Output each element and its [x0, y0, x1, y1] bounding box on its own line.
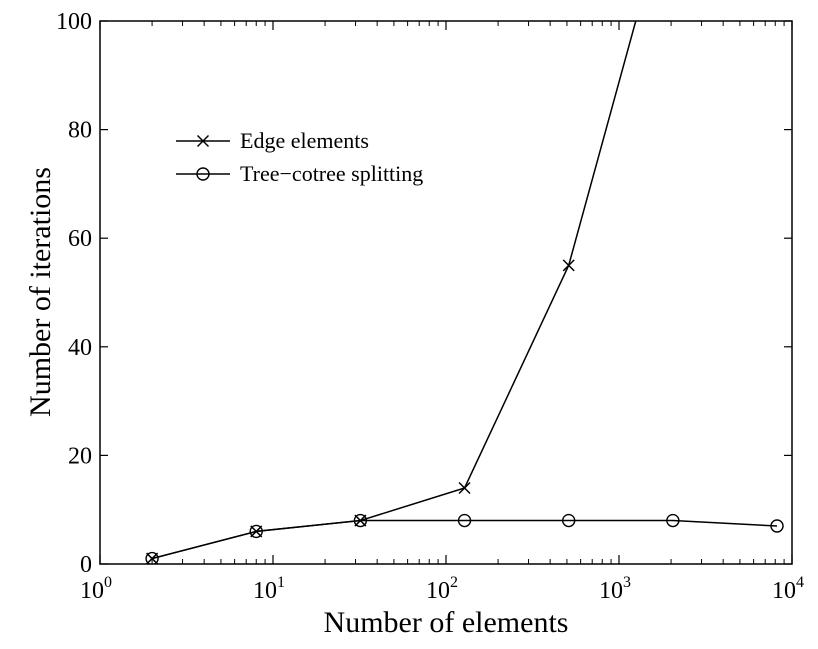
- series-0: [146, 21, 637, 564]
- legend-item: Tree−cotree splitting: [176, 161, 423, 186]
- x-tick-label: 104: [772, 574, 804, 604]
- legend-x-marker: [196, 134, 210, 148]
- series-layer: [145, 21, 784, 564]
- x-marker: [146, 552, 159, 564]
- x-tick-label: 101: [253, 574, 285, 604]
- legend-item: Edge elements: [176, 128, 369, 153]
- y-tick-label: 80: [68, 118, 92, 144]
- x-tick-exponent: 2: [450, 574, 458, 591]
- x-tick-base: 10: [426, 578, 450, 604]
- circle-marker: [770, 519, 784, 533]
- x-tick-base: 10: [772, 578, 796, 604]
- y-axis-title: Number of iterations: [24, 167, 57, 417]
- x-tick-exponent: 1: [277, 574, 285, 591]
- y-tick-label: 40: [68, 335, 92, 361]
- x-marker: [562, 259, 575, 272]
- x-tick-base: 10: [599, 578, 623, 604]
- series-line: [151, 21, 637, 560]
- circle-marker: [145, 551, 159, 564]
- x-tick-exponent: 3: [623, 574, 631, 591]
- x-tick-label: 103: [599, 574, 631, 604]
- x-tick-base: 10: [253, 578, 277, 604]
- x-tick-label: 102: [426, 574, 458, 604]
- x-axis-ticks: 100 101 102 103 104: [80, 21, 804, 604]
- circle-marker: [353, 513, 368, 528]
- x-axis-title: Number of elements: [324, 606, 569, 639]
- y-axis-ticks: 0 20 40 60 80 100: [56, 9, 792, 578]
- circle-marker: [249, 524, 263, 539]
- series-1: [145, 513, 784, 564]
- circle-marker: [666, 513, 680, 528]
- legend-circle-marker: [196, 167, 210, 181]
- y-tick-label: 20: [68, 443, 92, 469]
- plot-frame: [99, 20, 793, 565]
- x-tick-exponent: 0: [104, 574, 112, 591]
- y-tick-label: 0: [80, 552, 92, 578]
- legend-label: Edge elements: [240, 128, 369, 153]
- legend-label: Tree−cotree splitting: [240, 161, 423, 186]
- x-tick-base: 10: [80, 578, 104, 604]
- legend: Edge elements Tree−cotree splitting: [176, 128, 423, 186]
- circle-marker: [562, 513, 576, 528]
- y-tick-label: 60: [68, 226, 92, 252]
- x-tick-exponent: 4: [796, 574, 804, 591]
- circle-marker: [457, 513, 472, 528]
- x-tick-label: 100: [80, 574, 112, 604]
- y-tick-label: 100: [56, 9, 92, 35]
- series-line: [151, 519, 778, 560]
- x-marker: [458, 481, 471, 495]
